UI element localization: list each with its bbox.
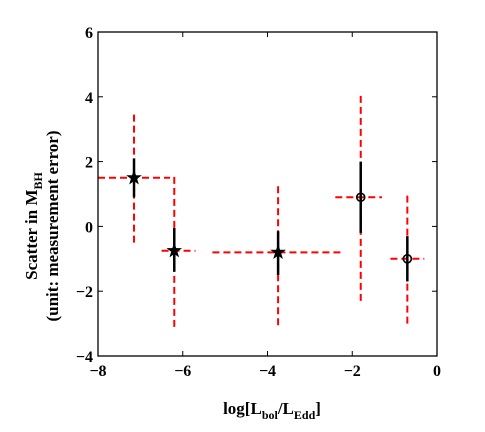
star-marker xyxy=(166,242,183,258)
x-axis-label: log[Lbol/LEdd] xyxy=(223,399,321,422)
data-point xyxy=(161,174,196,327)
y-axis-label-line2: (unit: measurement error) xyxy=(43,130,62,321)
y-tick-label: 2 xyxy=(85,155,93,172)
x-axis: −8 −6 −4 −2 0 xyxy=(89,32,441,380)
y-tick-label: 6 xyxy=(85,25,93,42)
y-tick-label: −2 xyxy=(76,284,93,301)
chart-marks xyxy=(98,95,425,327)
x-tick-label: 0 xyxy=(433,363,441,380)
data-point xyxy=(390,194,425,324)
star-marker xyxy=(270,244,286,259)
y-tick-label: 0 xyxy=(85,219,93,236)
x-tick-label: −4 xyxy=(259,363,276,380)
data-point xyxy=(98,113,171,243)
circle-marker xyxy=(355,192,366,203)
y-tick-label: −4 xyxy=(76,349,93,366)
star-marker xyxy=(126,169,142,185)
data-point xyxy=(335,95,382,301)
y-axis-label-line1: Scatter in MBH xyxy=(22,171,45,279)
y-tick-label: 4 xyxy=(85,90,93,107)
plot-frame xyxy=(97,31,438,357)
x-tick-label: −2 xyxy=(344,363,361,380)
circle-marker xyxy=(402,253,413,264)
data-point xyxy=(212,184,344,326)
x-tick-label: −8 xyxy=(89,363,106,380)
x-tick-label: −6 xyxy=(174,363,191,380)
y-axis: −4 −2 0 2 4 6 xyxy=(76,25,437,366)
